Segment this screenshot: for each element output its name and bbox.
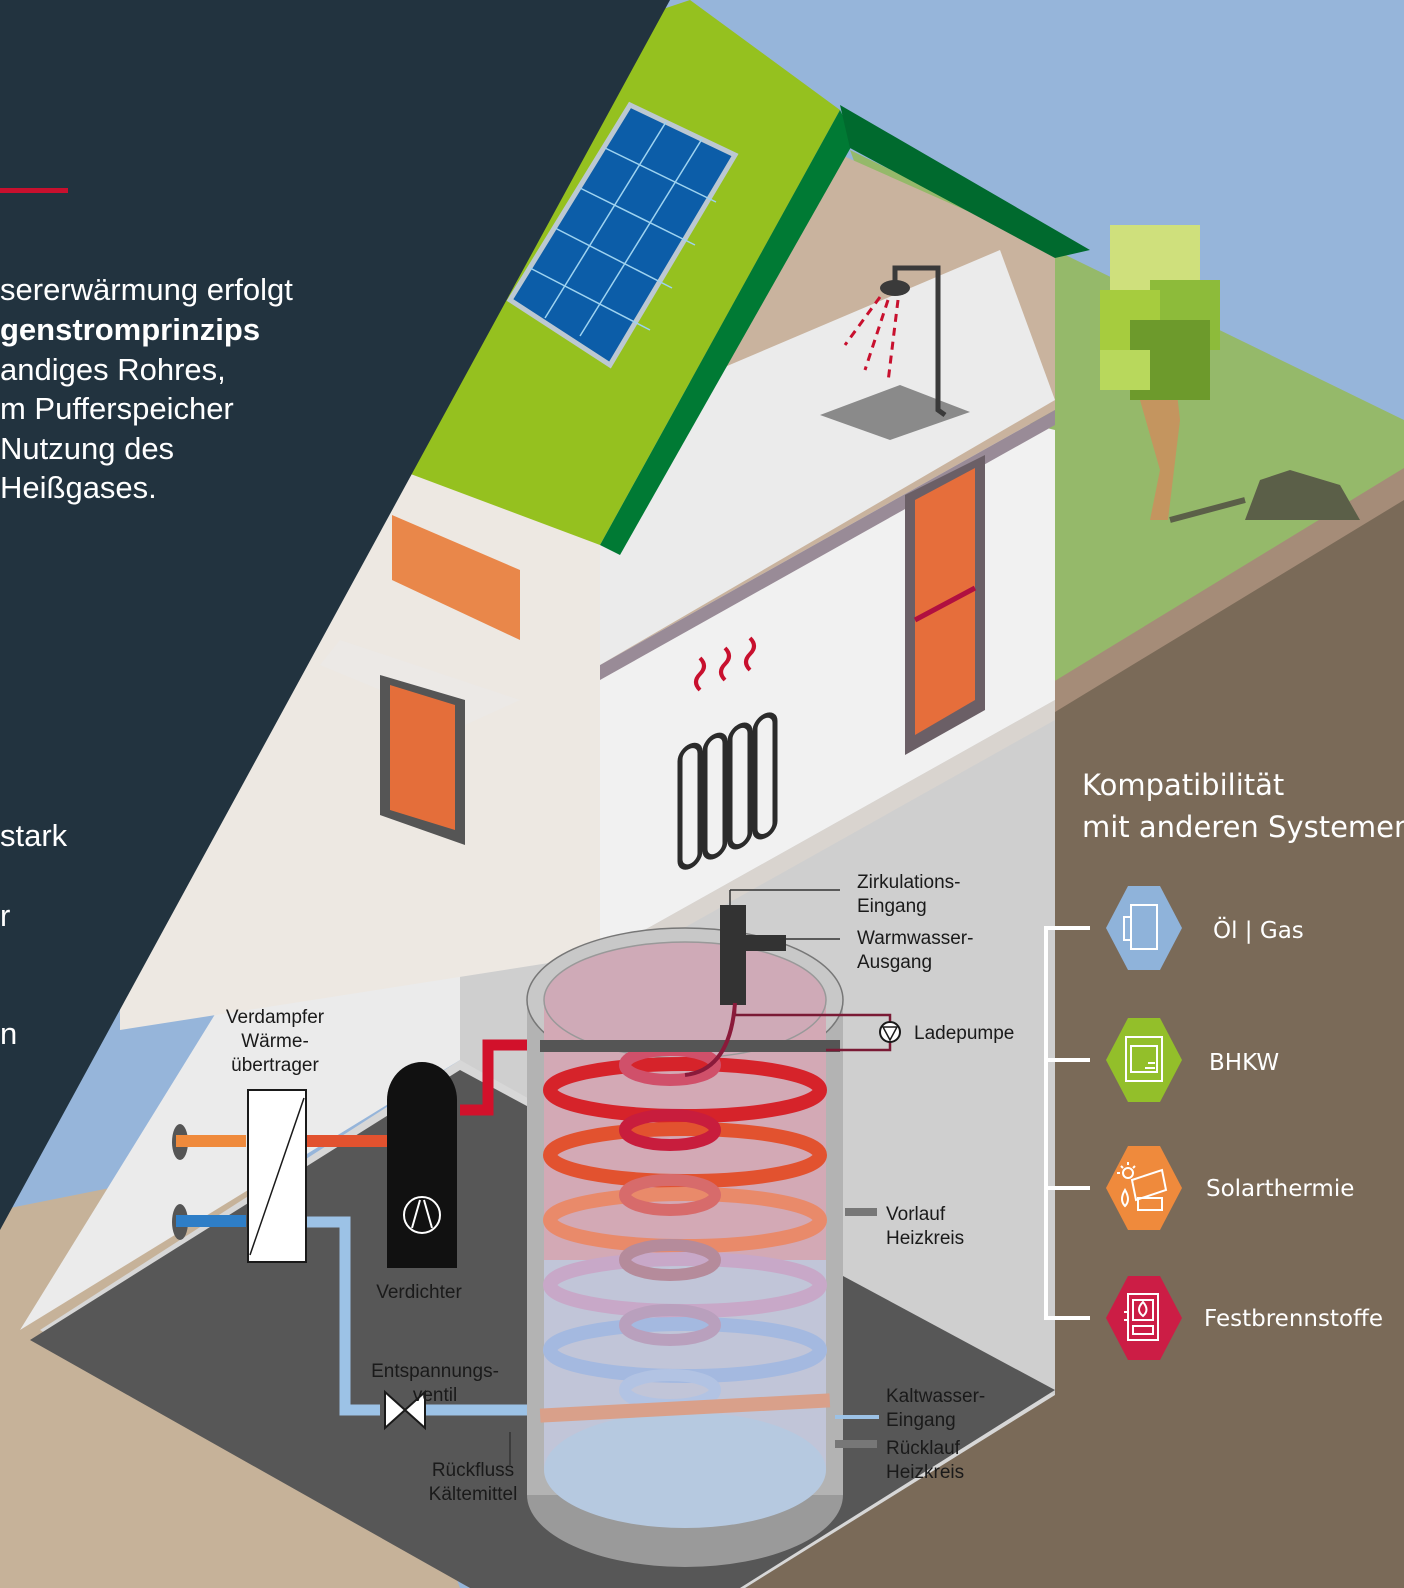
solar-panel-icon [506,101,739,369]
refrigerant-return-label-1: Rückfluss [432,1460,514,1481]
circulation-in-label-1: Zirkulations- [857,872,960,893]
valve-icon [384,1389,426,1431]
cold-water-in-label-1: Kaltwasser- [886,1386,985,1407]
system-solid-fuel: Festbrennstoffe [1106,1276,1383,1360]
intro-fragment-1: stark [0,818,68,853]
shower-icon [820,265,970,440]
return-heating-label-2: Heizkreis [886,1462,964,1483]
evaporator-label-3: übertrager [231,1055,319,1076]
intro-line-4: m Pufferspeicher [0,391,234,426]
charge-pump-label: Ladepumpe [914,1023,1014,1044]
flow-heating-label-1: Vorlauf [886,1204,946,1225]
intro-line-6: Heißgases. [0,470,157,505]
compatibility-title-1: Kompatibilität [1082,768,1284,802]
compressor-icon [387,1062,457,1268]
accent-bar [0,188,68,193]
system-label: Festbrennstoffe [1204,1306,1383,1332]
compatibility-bracket [1044,926,1090,1320]
system-oil-gas: Öl | Gas [1106,886,1304,970]
circulation-in-label-2: Eingang [857,896,927,917]
intro-line-3: andiges Rohres, [0,352,226,387]
system-chp: BHKW [1106,1018,1279,1102]
compatibility-title-2: mit anderen Systemen [1082,810,1404,844]
intro-line-2: genstromprinzips [0,312,260,347]
evaporator-label-2: Wärme- [241,1031,309,1052]
heat-exchanger-icon [247,1089,307,1263]
pump-icon [879,1021,901,1043]
valve-label-2: ventil [413,1385,457,1406]
system-solar-thermal: Solarthermie [1106,1146,1354,1230]
solar-thermal-icon [1117,1162,1168,1211]
cold-water-in-label-2: Eingang [886,1410,956,1431]
compressor-label: Verdichter [376,1282,462,1303]
flow-heating-label-2: Heizkreis [886,1228,964,1249]
radiator-icon [677,636,778,870]
system-label: BHKW [1209,1050,1279,1076]
intro-line-1: sererwärmung erfolgt [0,272,293,307]
intro-line-5: Nutzung des [0,431,174,466]
oil-gas-boiler-icon [1123,904,1158,950]
refrigerant-circuit [172,1039,540,1431]
solid-fuel-stove-icon [1124,1293,1159,1341]
system-hexagon [1106,1276,1182,1360]
system-label: Öl | Gas [1213,916,1304,944]
intro-fragment-3: n [0,1016,17,1051]
chp-unit-icon [1125,1036,1163,1082]
valve-label-1: Entspannungs- [371,1361,499,1382]
system-label: Solarthermie [1206,1176,1354,1202]
hot-water-out-label-1: Warmwasser- [857,928,973,949]
hot-water-out-label-2: Ausgang [857,952,932,973]
buffer-tank [526,905,901,1567]
tree-icon [1100,225,1360,523]
return-heating-label-1: Rücklauf [886,1438,961,1459]
evaporator-label-1: Verdampfer [226,1007,325,1028]
system-hexagon [1106,886,1182,970]
intro-fragment-2: r [0,898,10,933]
refrigerant-return-label-2: Kältemittel [429,1484,518,1505]
